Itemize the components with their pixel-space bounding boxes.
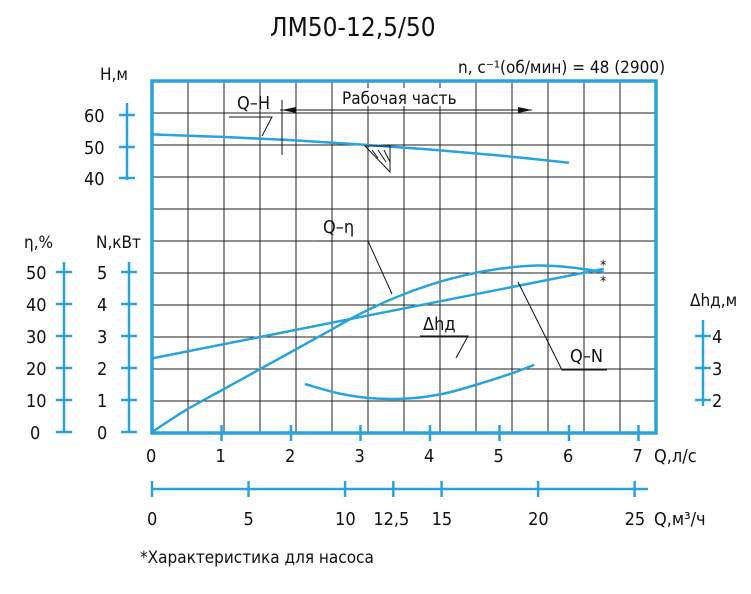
- grid: [152, 81, 656, 433]
- n-tick-1: 1: [97, 391, 107, 412]
- eta-tick-10: 10: [26, 391, 47, 412]
- label-q-n: Q–N: [518, 282, 607, 370]
- series-label-dh: Δhд: [423, 314, 456, 335]
- label-q-h: Q–H: [229, 93, 272, 136]
- label-q-eta: Q–η: [318, 217, 392, 294]
- series-curve-3: [305, 365, 534, 399]
- eta-tick-0: 0: [30, 423, 40, 444]
- q2-tick-label: 15: [432, 509, 453, 530]
- eta-tick-30: 30: [26, 327, 47, 348]
- q-tick-label: 1: [216, 446, 226, 467]
- star-mark-2: *: [600, 274, 606, 290]
- q2-tick-label: 12,5: [373, 509, 409, 530]
- working-range-label: Рабочая часть: [342, 89, 457, 109]
- h-axis: 60 50 40: [84, 103, 135, 190]
- star-mark-1: *: [600, 258, 606, 274]
- n-axis: 5 4 3 2 1 0: [97, 262, 137, 444]
- dh-tick-3: 3: [712, 359, 722, 380]
- n-tick-0: 0: [97, 423, 107, 444]
- dh-axis-label: Δhд,м: [690, 291, 737, 311]
- h-tick-50: 50: [84, 138, 105, 159]
- q-tick-label: 4: [424, 446, 434, 467]
- series-curve-1: [152, 266, 604, 432]
- q2-axis: 0 5 10 12,5 15 20 25: [147, 481, 648, 530]
- n-tick-4: 4: [97, 295, 107, 316]
- q-tick-label: 7: [633, 446, 643, 467]
- q-tick-label: 0: [146, 446, 156, 467]
- q2-tick-label: 25: [625, 509, 646, 530]
- q-tick-label: 5: [494, 446, 504, 467]
- h-tick-60: 60: [84, 106, 105, 127]
- n-axis-label: N,кВт: [96, 233, 141, 253]
- q2-tick-label: 10: [335, 509, 356, 530]
- curves: [152, 134, 604, 432]
- eta-axis: 50 40 30 20 10 0: [26, 262, 72, 444]
- q-tick-label: 3: [355, 446, 365, 467]
- hatch-mark: [365, 146, 390, 172]
- dh-tick-2: 2: [712, 391, 722, 412]
- working-range: Рабочая часть: [280, 88, 532, 172]
- chart-title: ЛМ50-12,5/50: [270, 13, 436, 43]
- eta-tick-50: 50: [26, 263, 47, 284]
- h-axis-label: Н,м: [100, 65, 128, 85]
- q2-tick-label: 5: [244, 509, 254, 530]
- footnote: *Характеристика для насоса: [140, 548, 374, 568]
- series-curve-0: [152, 134, 569, 162]
- q2-axis-label: Q,м³/ч: [654, 509, 706, 530]
- q-tick-label: 6: [563, 446, 573, 467]
- q2-tick-label: 0: [147, 509, 157, 530]
- series-label-q-eta: Q–η: [323, 217, 354, 238]
- eta-tick-40: 40: [26, 295, 47, 316]
- q-tick-label: 2: [285, 446, 295, 467]
- arrow-left-icon: [282, 107, 296, 113]
- arrow-right-icon: [518, 107, 532, 113]
- eta-axis-label: η,%: [24, 233, 53, 253]
- dh-axis: 4 3 2: [695, 320, 722, 412]
- series-label-q-h: Q–H: [237, 93, 270, 114]
- eta-tick-20: 20: [26, 359, 47, 380]
- q-axis-label: Q,л/с: [654, 446, 697, 467]
- n-tick-3: 3: [97, 327, 107, 348]
- series-label-q-n: Q–N: [570, 346, 603, 367]
- speed-label: n, c⁻¹(об/мин) = 48 (2900): [458, 58, 665, 78]
- dh-tick-4: 4: [712, 327, 722, 348]
- n-tick-5: 5: [97, 263, 107, 284]
- series-curve-2: [152, 269, 604, 359]
- q2-tick-label: 20: [528, 509, 549, 530]
- n-tick-2: 2: [97, 359, 107, 380]
- label-dh: Δhд: [420, 314, 468, 358]
- h-tick-40: 40: [84, 169, 105, 190]
